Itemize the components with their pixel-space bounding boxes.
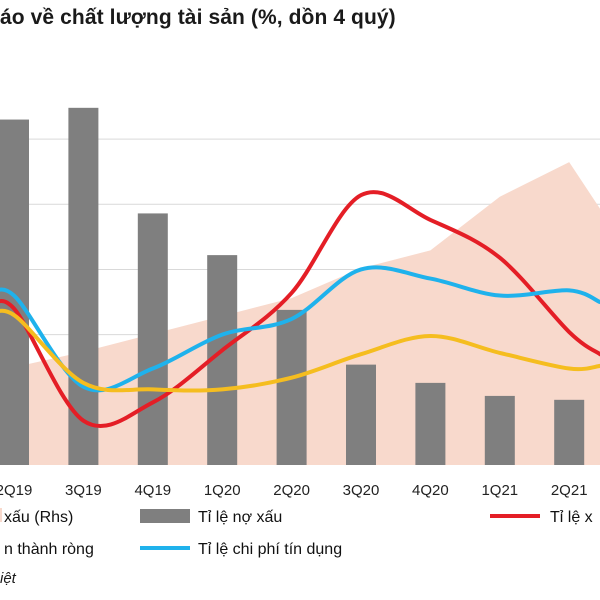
x-axis-ticks: 2Q19 3Q19 4Q19 1Q20 2Q20 3Q20 4Q20 1Q21 2Q21 <box>0 482 588 499</box>
bar <box>554 399 585 465</box>
x-tick-label: 4Q20 <box>412 482 449 499</box>
x-tick-label: 1Q20 <box>204 482 241 499</box>
bar <box>0 119 29 465</box>
legend: xấu (Rhs) Tỉ lệ nợ xấu Tỉ lệ x n thành r… <box>0 508 593 558</box>
legend-label-red: Tỉ lệ x <box>550 509 593 526</box>
x-tick-label: 4Q19 <box>134 482 171 499</box>
source-note: iệt <box>0 570 16 587</box>
bar <box>415 382 446 465</box>
line-yellow <box>0 308 600 393</box>
bar <box>484 395 515 465</box>
chart-title: áo về chất lượng tài sản (%, dồn 4 quý) <box>0 6 396 29</box>
legend-label-blue: Tỉ lệ chi phí tín dụng <box>198 541 342 558</box>
x-tick-label: 2Q21 <box>551 482 588 499</box>
legend-swatch-bars <box>140 509 190 523</box>
legend-label-area: xấu (Rhs) <box>4 509 73 526</box>
x-tick-label: 3Q19 <box>65 482 102 499</box>
line-series <box>0 190 600 428</box>
x-tick-label: 2Q20 <box>273 482 310 499</box>
bar <box>137 213 168 465</box>
bar <box>68 107 99 466</box>
bar <box>276 309 307 465</box>
legend-label-yellow: n thành ròng <box>4 541 94 558</box>
bar <box>346 364 376 465</box>
legend-label-bars: Tỉ lệ nợ xấu <box>198 509 282 526</box>
x-tick-label: 3Q20 <box>343 482 380 499</box>
line-red <box>0 190 600 428</box>
x-tick-label: 1Q21 <box>481 482 518 499</box>
legend-swatch-area <box>0 508 2 522</box>
x-tick-label: 2Q19 <box>0 482 32 499</box>
